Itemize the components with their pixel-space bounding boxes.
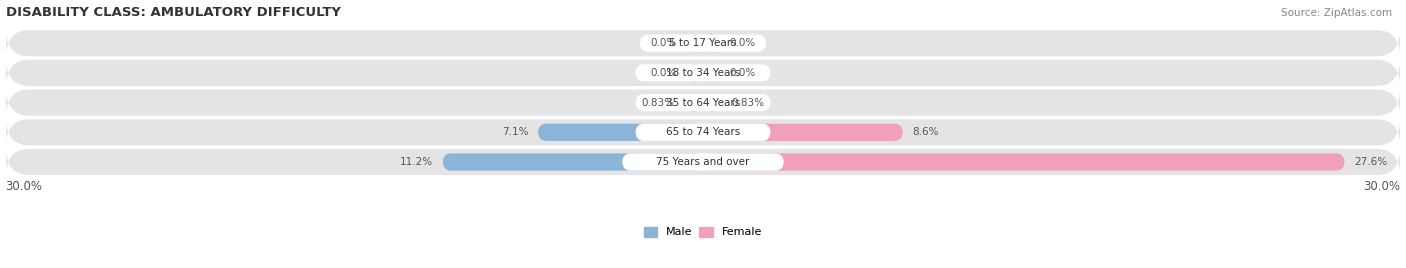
FancyBboxPatch shape — [6, 116, 1400, 149]
Text: 0.0%: 0.0% — [650, 68, 676, 78]
FancyBboxPatch shape — [683, 94, 703, 111]
Text: 11.2%: 11.2% — [401, 157, 433, 167]
Text: DISABILITY CLASS: AMBULATORY DIFFICULTY: DISABILITY CLASS: AMBULATORY DIFFICULTY — [6, 6, 340, 18]
FancyBboxPatch shape — [538, 124, 703, 141]
FancyBboxPatch shape — [636, 64, 770, 81]
FancyBboxPatch shape — [703, 124, 903, 141]
FancyBboxPatch shape — [6, 56, 1400, 90]
FancyBboxPatch shape — [640, 35, 766, 52]
FancyBboxPatch shape — [443, 153, 703, 171]
FancyBboxPatch shape — [703, 94, 723, 111]
FancyBboxPatch shape — [636, 94, 770, 111]
Text: 30.0%: 30.0% — [1364, 180, 1400, 193]
Text: 8.6%: 8.6% — [912, 127, 939, 137]
Text: 0.83%: 0.83% — [641, 98, 675, 108]
Legend: Male, Female: Male, Female — [640, 222, 766, 242]
FancyBboxPatch shape — [621, 153, 785, 171]
Text: 27.6%: 27.6% — [1354, 157, 1388, 167]
Text: 75 Years and over: 75 Years and over — [657, 157, 749, 167]
Text: 0.0%: 0.0% — [650, 38, 676, 48]
Text: 0.0%: 0.0% — [730, 68, 756, 78]
Text: 65 to 74 Years: 65 to 74 Years — [666, 127, 740, 137]
FancyBboxPatch shape — [703, 35, 720, 52]
FancyBboxPatch shape — [703, 64, 720, 81]
FancyBboxPatch shape — [686, 64, 703, 81]
Text: 30.0%: 30.0% — [6, 180, 42, 193]
Text: 5 to 17 Years: 5 to 17 Years — [669, 38, 737, 48]
FancyBboxPatch shape — [703, 153, 1344, 171]
Text: 35 to 64 Years: 35 to 64 Years — [666, 98, 740, 108]
FancyBboxPatch shape — [6, 27, 1400, 60]
FancyBboxPatch shape — [6, 86, 1400, 119]
FancyBboxPatch shape — [636, 124, 770, 141]
FancyBboxPatch shape — [686, 35, 703, 52]
Text: 18 to 34 Years: 18 to 34 Years — [666, 68, 740, 78]
Text: Source: ZipAtlas.com: Source: ZipAtlas.com — [1281, 8, 1392, 18]
Text: 0.0%: 0.0% — [730, 38, 756, 48]
Text: 0.83%: 0.83% — [731, 98, 765, 108]
Text: 7.1%: 7.1% — [502, 127, 529, 137]
FancyBboxPatch shape — [6, 145, 1400, 179]
